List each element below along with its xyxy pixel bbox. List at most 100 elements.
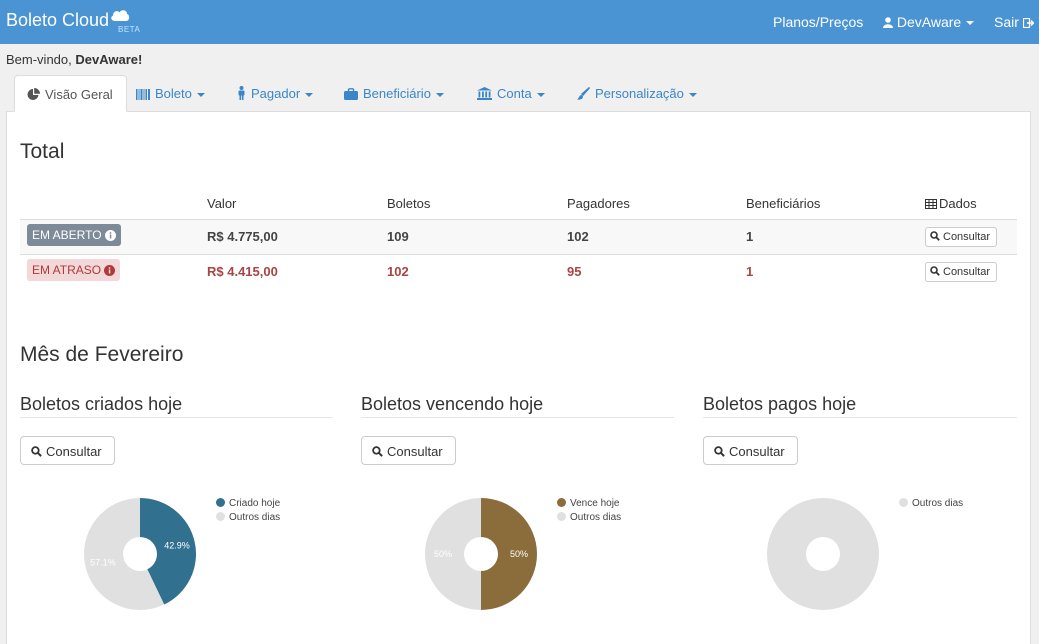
row-pagadores: 95 [567, 264, 582, 279]
pie-slice-label: 50% [434, 549, 452, 559]
caret-down-icon [688, 92, 697, 97]
tab-conta[interactable]: Conta [477, 75, 545, 112]
dados-label: Dados [939, 196, 977, 211]
section-divider [703, 417, 1017, 418]
legend-item[interactable]: Criado hoje [216, 498, 280, 512]
row-valor: R$ 4.415,00 [207, 264, 278, 279]
row-pagadores: 102 [567, 229, 589, 244]
row-beneficiarios: 1 [746, 229, 754, 244]
section-title-criados: Boletos criados hoje [20, 394, 183, 414]
cloud-icon [111, 10, 130, 21]
welcome-name: DevAware! [75, 52, 143, 67]
pie-slice-criado-hoje[interactable] [140, 498, 196, 605]
legend-item[interactable]: Outros dias [899, 498, 963, 512]
pie-chart-criados: 42.9% 57.1% [84, 498, 196, 610]
legend-item[interactable]: Vence hoje [557, 498, 621, 512]
legend-label: Vence hoje [570, 498, 620, 509]
pie-chart-vencendo: 50% 50% [425, 498, 537, 610]
tab-beneficiario[interactable]: Beneficiário [344, 75, 444, 112]
button-label: Consultar [387, 444, 443, 459]
legend-swatch [557, 498, 566, 507]
pie-center-hole [806, 537, 840, 571]
table-divider [20, 254, 1017, 255]
tab-personalizacao[interactable]: Personalização [577, 75, 697, 112]
consultar-vencendo-button[interactable]: Consultar [361, 436, 456, 465]
user-name: DevAware [896, 14, 962, 30]
section-title-pagos: Boletos pagos hoje [703, 394, 857, 414]
pie-center-hole [123, 537, 157, 571]
briefcase-icon [344, 88, 358, 100]
info-icon[interactable] [104, 265, 116, 276]
legend-swatch [899, 498, 908, 507]
tab-boleto[interactable]: Boleto [136, 75, 205, 112]
status-label: EM ATRASO [32, 263, 102, 277]
pie-slice-label: 57.1% [90, 557, 116, 567]
column-header-pagadores: Pagadores [567, 196, 630, 211]
legend-label: Criado hoje [229, 498, 281, 509]
column-header-boletos: Boletos [387, 196, 431, 211]
tab-label: Visão Geral [45, 87, 113, 102]
status-badge-em-atraso: EM ATRASO [27, 259, 121, 281]
pie-slice-label: 50% [510, 549, 528, 559]
tab-label: Boleto [155, 86, 192, 101]
user-icon [883, 17, 893, 28]
section-divider [361, 417, 674, 418]
table-icon [925, 199, 937, 209]
search-icon [372, 446, 383, 457]
search-icon [930, 231, 940, 241]
logout-label: Sair [994, 14, 1019, 30]
logout-link[interactable]: Sair [994, 14, 1035, 30]
brush-icon [577, 86, 591, 100]
consultar-em-aberto-button[interactable]: Consultar [925, 227, 997, 247]
table-row [20, 220, 1017, 254]
consultar-criados-button[interactable]: Consultar [20, 436, 115, 465]
navbar: Boleto Cloud BETA Planos/Preços DevAware… [0, 0, 1039, 44]
brand-logo[interactable]: Boleto Cloud BETA [6, 10, 140, 34]
button-label: Consultar [729, 444, 785, 459]
section-title-vencendo: Boletos vencendo hoje [361, 394, 544, 414]
legend-label: Outros dias [912, 498, 964, 509]
pie-slice-vence-hoje[interactable] [481, 498, 537, 610]
row-boletos: 109 [387, 229, 409, 244]
row-beneficiarios: 1 [746, 264, 754, 279]
pie-center-hole [464, 537, 498, 571]
row-valor: R$ 4.775,00 [207, 229, 278, 244]
brand-name: Boleto Cloud [6, 10, 110, 30]
bank-icon [477, 87, 492, 100]
tab-label: Beneficiário [363, 86, 431, 101]
section-divider [20, 417, 333, 418]
column-header-dados: Dados [925, 196, 977, 211]
person-icon [238, 86, 245, 100]
info-icon[interactable] [104, 230, 116, 241]
tab-label: Pagador [251, 86, 301, 101]
tab-visao-geral[interactable]: Visão Geral [14, 75, 127, 112]
button-label: Consultar [943, 231, 991, 243]
chart-legend-pagos: Outros dias [899, 498, 963, 512]
status-badge-em-aberto: EM ABERTO [27, 224, 121, 246]
legend-swatch [216, 498, 225, 507]
legend-swatch [216, 512, 225, 521]
welcome-message: Bem-vindo, DevAware! [6, 52, 142, 67]
legend-swatch [557, 512, 566, 521]
column-header-beneficiarios: Beneficiários [746, 196, 821, 211]
pie-slice-label: 42.9% [164, 541, 190, 551]
plans-link[interactable]: Planos/Preços [773, 14, 864, 30]
user-menu[interactable]: DevAware [883, 14, 975, 30]
pie-chart-icon [27, 88, 40, 100]
tab-pagador[interactable]: Pagador [237, 75, 314, 112]
pie-slice-outros-dias[interactable] [425, 498, 481, 610]
beta-badge: BETA [118, 25, 141, 34]
legend-label: Outros dias [229, 512, 281, 523]
legend-item[interactable]: Outros dias [216, 512, 280, 526]
search-icon [714, 446, 725, 457]
consultar-pagos-button[interactable]: Consultar [703, 436, 798, 465]
welcome-prefix: Bem-vindo, [6, 52, 76, 67]
consultar-em-atraso-button[interactable]: Consultar [925, 262, 997, 282]
caret-down-icon [196, 92, 205, 97]
total-title: Total [20, 140, 65, 163]
search-icon [31, 446, 42, 457]
barcode-icon [136, 89, 150, 100]
legend-item[interactable]: Outros dias [557, 512, 621, 526]
month-title: Mês de Fevereiro [20, 343, 184, 366]
status-label: EM ABERTO [32, 228, 102, 242]
